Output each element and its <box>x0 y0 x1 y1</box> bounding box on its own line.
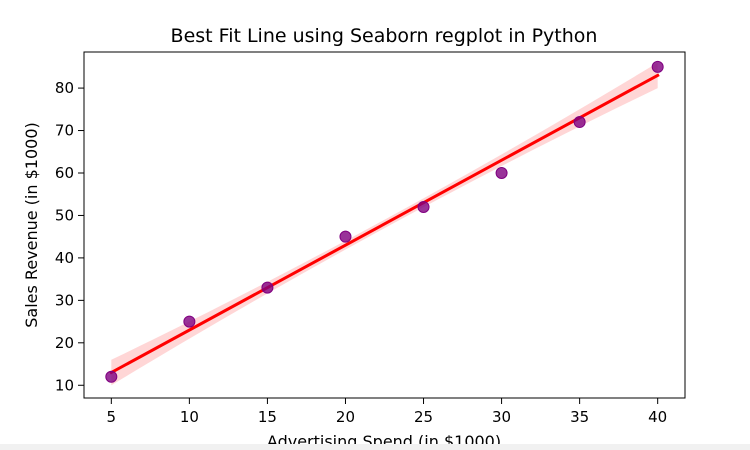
y-tick-label: 70 <box>55 122 74 140</box>
regression-line <box>109 73 660 375</box>
y-tick-label: 30 <box>55 291 74 309</box>
x-tick-label: 5 <box>107 408 117 426</box>
window-bottom-strip <box>0 444 750 450</box>
plot-area-frame <box>83 51 686 399</box>
x-tick-label: 35 <box>570 408 589 426</box>
regression-line-layer <box>109 73 660 375</box>
y-tick-label: 10 <box>55 376 74 394</box>
x-tick-label: 30 <box>492 408 511 426</box>
x-tick-label: 20 <box>336 408 355 426</box>
x-tick-label: 15 <box>258 408 277 426</box>
x-tick-label: 10 <box>180 408 199 426</box>
chart-title: Best Fit Line using Seaborn regplot in P… <box>171 25 598 47</box>
x-tick-label: 40 <box>648 408 667 426</box>
scatter-points-layer <box>105 60 664 383</box>
x-tick-label: 25 <box>414 408 433 426</box>
y-tick-label: 40 <box>55 249 74 267</box>
data-point <box>417 200 430 213</box>
y-tick-label: 60 <box>55 164 74 182</box>
y-tick-label: 50 <box>55 206 74 224</box>
data-point <box>105 370 118 383</box>
data-point <box>339 230 352 243</box>
data-point <box>183 315 196 328</box>
y-tick-label: 20 <box>55 334 74 352</box>
y-tick-label: 80 <box>55 79 74 97</box>
x-axis-ticks: 5 10 15 20 25 30 35 40 <box>107 398 667 426</box>
data-point <box>651 60 664 73</box>
data-point <box>261 281 274 294</box>
y-axis-title: Sales Revenue (in $1000) <box>22 122 41 328</box>
data-point <box>573 116 586 129</box>
data-point <box>495 166 508 179</box>
y-axis-ticks: 10 20 30 40 50 60 70 80 <box>55 79 84 394</box>
